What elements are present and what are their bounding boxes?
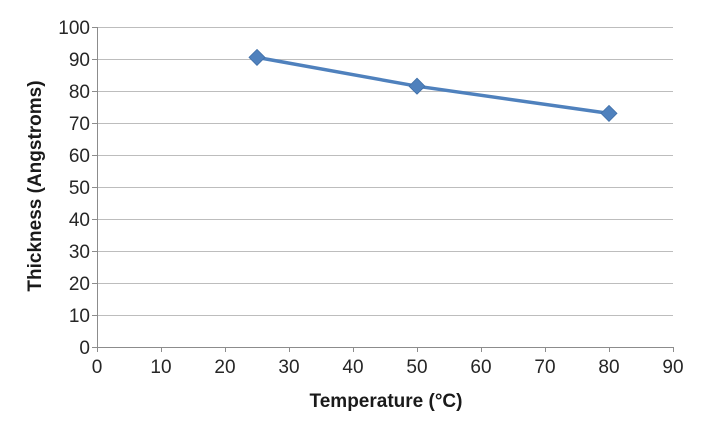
y-axis-ticks: 0 10 20 30 40 50 60 70 80 90 100 <box>58 18 90 359</box>
x-tick-label: 90 <box>662 357 683 378</box>
x-tick-label: 0 <box>92 357 103 378</box>
x-axis-title: Temperature (°C) <box>310 391 463 412</box>
x-tick-label: 80 <box>598 357 619 378</box>
grid-lines <box>97 27 673 316</box>
y-tick-label: 80 <box>69 82 90 103</box>
x-tick-label: 50 <box>406 357 427 378</box>
x-axis-ticks: 0 10 20 30 40 50 60 70 80 90 <box>92 357 684 378</box>
y-tick-label: 40 <box>69 210 90 231</box>
x-tick-label: 40 <box>342 357 363 378</box>
x-tick-label: 70 <box>534 357 555 378</box>
data-point <box>248 48 266 66</box>
y-axis-title: Thickness (Angstroms) <box>25 80 46 291</box>
x-tick-label: 60 <box>470 357 491 378</box>
axes <box>92 27 674 352</box>
x-tick-label: 30 <box>278 357 299 378</box>
data-point <box>600 104 618 122</box>
data-point <box>408 77 426 95</box>
x-tick-label: 20 <box>214 357 235 378</box>
y-tick-label: 10 <box>69 306 90 327</box>
series-line <box>256 55 610 116</box>
y-tick-label: 60 <box>69 146 90 167</box>
y-tick-label: 90 <box>69 50 90 71</box>
y-tick-label: 30 <box>69 242 90 263</box>
x-tick-label: 10 <box>150 357 171 378</box>
y-tick-label: 70 <box>69 114 90 135</box>
y-tick-label: 50 <box>69 178 90 199</box>
y-tick-label: 0 <box>79 338 90 359</box>
y-tick-label: 100 <box>58 18 90 39</box>
y-tick-label: 20 <box>69 274 90 295</box>
series-group <box>248 48 618 122</box>
